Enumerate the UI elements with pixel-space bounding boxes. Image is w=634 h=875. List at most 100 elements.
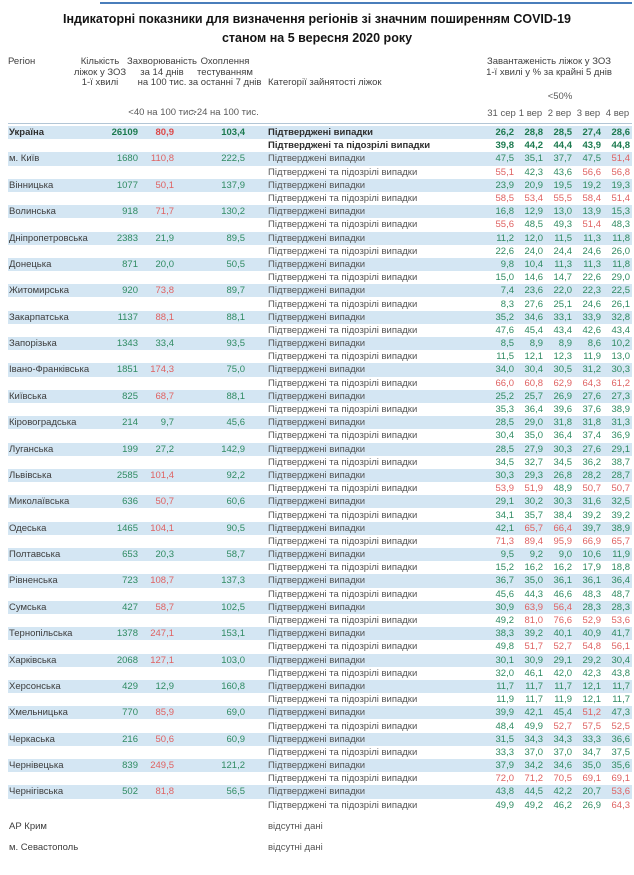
occupancy-value: 31,5 [487, 732, 516, 746]
occupancy-value: 26,9 [582, 799, 602, 811]
occupancy-value: 55,5 [553, 193, 573, 205]
beds-empty [96, 841, 146, 854]
occupancy-value: 50,7 [582, 483, 602, 495]
testing-empty [182, 377, 252, 390]
beds-empty [96, 245, 146, 258]
category-suspected-label: Підтверджені та підозрілі випадки [268, 140, 431, 152]
beds-empty [96, 350, 146, 363]
occupancy-value: 42,1 [487, 521, 516, 535]
beds-empty [96, 561, 146, 574]
occupancy-value: 29,0 [611, 272, 631, 284]
testing-column-header: Охоплення тестуванням за останні 7 днів [180, 56, 270, 89]
testing-value: 142,9 [182, 442, 252, 456]
region-row-confirmed: Харківська 2068 127,1 103,0 Підтверджені вип… [8, 653, 632, 667]
region-name-cell: Сумська [8, 600, 96, 614]
occupancy-value: 53,4 [524, 193, 544, 205]
category-confirmed-label: Підтверджені випадки [252, 126, 487, 140]
occupancy-value: 53,6 [603, 785, 632, 799]
testing-value: 137,3 [182, 574, 252, 588]
region-name-empty [8, 403, 96, 416]
occupancy-value: 36,1 [574, 574, 603, 588]
occupancy-value: 49,9 [495, 799, 515, 811]
beds-value: 653 [96, 548, 146, 562]
beds-empty [96, 482, 146, 495]
testing-value: 103,4 [182, 126, 252, 140]
occupancy-value: 32,7 [524, 456, 544, 468]
occupancy-value: 31,8 [545, 416, 574, 430]
beds-empty [96, 456, 146, 469]
region-name-cell: Івано-Франківська [8, 363, 96, 377]
region-name-empty [8, 667, 96, 680]
testing-threshold-label: >24 на 100 тис. [191, 107, 259, 118]
region-row-confirmed: Хмельницька 770 85,9 69,0 Підтверджені випад… [8, 706, 632, 720]
occupancy-value: 28,3 [574, 600, 603, 614]
occupancy-value: 14,6 [524, 272, 544, 284]
occupancy-value: 50,7 [611, 483, 631, 495]
occupancy-value: 10,4 [516, 257, 545, 272]
morbidity-value: 12,9 [146, 679, 182, 694]
beds-empty [96, 218, 146, 231]
occupancy-value: 34,0 [487, 363, 516, 377]
occupancy-value: 51,9 [524, 483, 544, 495]
beds-empty [96, 746, 146, 759]
region-row-confirmed: Херсонська 429 12,9 160,8 Підтверджені випад… [8, 679, 632, 694]
occupancy-value: 26,0 [611, 245, 631, 257]
occupancy-value: 69,1 [582, 773, 602, 785]
occupancy-value: 47,5 [487, 152, 516, 166]
occupancy-value: 95,9 [553, 535, 573, 547]
occupancy-value: 9,5 [487, 548, 516, 562]
occupancy-value: 29,1 [603, 442, 632, 456]
testing-value: 160,8 [182, 679, 252, 694]
region-name-cell: м. Київ [8, 152, 96, 166]
category-confirmed-label: Підтверджені випадки [252, 679, 487, 694]
occupancy-value: 51,4 [582, 219, 602, 231]
occupancy-value: 11,5 [496, 351, 514, 363]
beds-empty [96, 614, 146, 627]
beds-empty [96, 403, 146, 416]
occupancy-value: 11,9 [583, 351, 601, 363]
beds-value: 2068 [96, 653, 146, 667]
occupancy-value: 30,9 [487, 600, 516, 614]
testing-empty [182, 667, 252, 680]
testing-empty [182, 588, 252, 601]
testing-value: 137,9 [182, 178, 252, 192]
beds-empty [96, 139, 146, 152]
occupancy-value: 38,7 [611, 456, 631, 468]
occupancy-value: 28,6 [603, 126, 632, 140]
occupancy-value: 46,2 [553, 799, 573, 811]
occupancy-value: 56,4 [545, 600, 574, 614]
category-suspected-label: Підтверджені та підозрілі випадки [268, 615, 418, 627]
beds-value: 2585 [96, 468, 146, 483]
occupancy-value: 57,5 [582, 720, 602, 732]
occupancy-value: 27,3 [603, 389, 632, 403]
region-name-empty [8, 693, 96, 706]
occupancy-value: 38,9 [611, 404, 631, 416]
beds-empty [96, 166, 146, 179]
occupancy-value: 9,0 [545, 548, 574, 562]
category-confirmed-label: Підтверджені випадки [252, 363, 487, 377]
no-data-region-row: м. Севастополь відсутні дані [8, 841, 632, 854]
testing-value: 69,0 [182, 706, 252, 720]
occupancy-value: 11,7 [525, 694, 543, 706]
occupancy-value: 11,3 [574, 231, 603, 245]
morbidity-empty [146, 799, 182, 812]
occupancy-value: 23,6 [516, 284, 545, 298]
category-suspected-label: Підтверджені та підозрілі випадки [268, 245, 418, 257]
occupancy-value: 17,9 [582, 562, 602, 574]
region-row-confirmed: Чернігівська 502 81,8 56,5 Підтверджені випа… [8, 785, 632, 799]
morbidity-value: 104,1 [146, 521, 182, 535]
morbidity-empty [146, 456, 182, 469]
occupancy-value: 64,3 [582, 377, 602, 389]
occupancy-value: 39,7 [574, 521, 603, 535]
category-suspected-label: Підтверджені та підозрілі випадки [268, 166, 418, 178]
occupancy-value: 51,2 [574, 706, 603, 720]
occupancy-value: 12,3 [553, 351, 573, 363]
indicators-table: Україна 26109 80,9 103,4 Підтверджені випадк… [8, 126, 632, 854]
region-row-suspected: Підтверджені та підозрілі випадки 72,0 71,… [8, 772, 632, 785]
morbidity-empty [146, 218, 182, 231]
region-name-cell: Вінницька [8, 178, 96, 192]
category-suspected-label: Підтверджені та підозрілі випадки [268, 324, 418, 336]
region-name-cell: Дніпропетровська [8, 231, 96, 245]
occupancy-value: 33,3 [574, 732, 603, 746]
morbidity-threshold-label: <40 на 100 тис. [128, 107, 196, 118]
